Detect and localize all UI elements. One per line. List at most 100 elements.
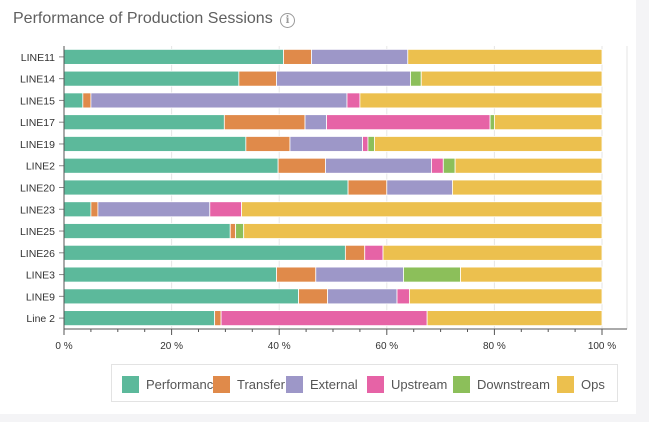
bar-segment-upstream xyxy=(364,244,384,261)
bar-segment-downstream xyxy=(235,223,245,239)
bar-segment-upstream xyxy=(431,157,444,174)
bar-segment-transfer xyxy=(277,157,326,174)
bar-segment-downstream xyxy=(410,70,422,87)
chart-title: Performance of Production Sessions xyxy=(13,10,273,27)
bar-segment-ops xyxy=(452,179,603,196)
legend-swatch xyxy=(213,375,230,393)
bar-segment-transfer xyxy=(229,223,237,239)
chart-legend: Performance Transfer External Upstream Downs… xyxy=(111,364,618,402)
x-tick-label: 20 % xyxy=(160,341,183,352)
bar-segment-transfer xyxy=(223,114,306,131)
bar-segment-upstream xyxy=(220,310,428,327)
bar-segment-transfer xyxy=(283,48,312,65)
bar-segment-upstream xyxy=(362,136,369,152)
bar-segment-transfer xyxy=(90,201,99,218)
bar-segment-external xyxy=(289,136,363,152)
x-tick-label: 100 % xyxy=(588,341,616,352)
bar-segment-performance xyxy=(63,310,216,327)
bar-segment-external xyxy=(304,114,327,131)
y-tick-label: LINE25 xyxy=(20,226,55,238)
legend-item-transfer[interactable]: Transfer xyxy=(213,375,285,393)
bar-segment-external xyxy=(90,92,348,109)
bar-segment-performance xyxy=(63,92,84,109)
bar-segment-ops xyxy=(241,201,603,218)
bar-segment-ops xyxy=(374,136,603,152)
legend-swatch xyxy=(453,375,470,393)
bar-segment-ops xyxy=(460,266,603,283)
bar-segment-ops xyxy=(382,244,603,261)
legend-label: External xyxy=(310,376,358,392)
bar-segment-external xyxy=(386,179,453,196)
y-tick-label: LINE9 xyxy=(26,291,55,303)
info-icon[interactable]: i xyxy=(280,13,295,28)
legend-swatch xyxy=(367,375,384,393)
bar-segment-transfer xyxy=(214,310,222,327)
x-tick-label: 40 % xyxy=(268,341,291,352)
bar-segment-ops xyxy=(493,114,603,131)
bar-segment-external xyxy=(327,288,398,305)
legend-label: Ops xyxy=(581,376,605,392)
legend-swatch xyxy=(286,375,303,393)
bar-segment-external xyxy=(311,48,409,65)
bar-segment-performance xyxy=(63,70,240,87)
y-tick-label: LINE19 xyxy=(20,139,55,151)
bar-segment-ops xyxy=(426,310,603,327)
bar-segment-external xyxy=(97,201,211,218)
bar-segment-downstream xyxy=(442,157,456,174)
x-tick-label: 60 % xyxy=(375,341,398,352)
bar-segment-downstream xyxy=(489,114,495,131)
legend-item-ops[interactable]: Ops xyxy=(557,375,605,393)
legend-label: Downstream xyxy=(477,376,550,392)
bar-segment-performance xyxy=(63,157,279,174)
bar-segment-transfer xyxy=(238,70,277,87)
bar-segment-external xyxy=(325,157,432,174)
bar-segment-downstream xyxy=(403,266,461,283)
bar-segment-performance xyxy=(63,223,231,239)
bar-segment-upstream xyxy=(346,92,361,109)
y-tick-label: LINE2 xyxy=(26,161,55,173)
bar-segment-transfer xyxy=(82,92,92,109)
chart-card: Performance of Production Sessions i LIN… xyxy=(0,0,636,414)
bar-segment-transfer xyxy=(245,136,291,152)
bar-segment-transfer xyxy=(276,266,317,283)
bar-segment-ops xyxy=(454,157,603,174)
legend-item-downstream[interactable]: Downstream xyxy=(453,375,550,393)
y-tick-label: LINE20 xyxy=(20,183,55,195)
bar-segment-performance xyxy=(63,244,346,261)
y-tick-label: LINE26 xyxy=(20,248,55,260)
legend-label: Upstream xyxy=(391,376,448,392)
legend-swatch xyxy=(557,375,574,393)
bar-segment-ops xyxy=(420,70,603,87)
bar-segment-performance xyxy=(63,179,349,196)
bar-segment-upstream xyxy=(209,201,242,218)
bar-segment-performance xyxy=(63,201,92,218)
bar-segment-transfer xyxy=(344,244,366,261)
bar-segment-transfer xyxy=(298,288,329,305)
bar-segment-transfer xyxy=(347,179,388,196)
bar-segment-external xyxy=(276,70,411,87)
bar-segment-upstream xyxy=(396,288,410,305)
bar-segment-ops xyxy=(243,223,603,239)
bar-segment-external xyxy=(315,266,404,283)
stacked-bar-chart: LINE11 LINE14 LINE15 LINE17 LINE19 LINE2 LINE2… xyxy=(20,46,628,352)
y-tick-label: LINE14 xyxy=(20,74,55,86)
y-tick-label: LINE3 xyxy=(26,270,55,282)
legend-item-performance[interactable]: Performance xyxy=(122,375,220,393)
bar-segment-performance xyxy=(63,48,284,65)
y-tick-label: LINE23 xyxy=(20,204,55,216)
y-tick-label: LINE11 xyxy=(21,52,55,64)
bar-segment-ops xyxy=(408,288,603,305)
bar-segment-performance xyxy=(63,136,247,152)
legend-item-upstream[interactable]: Upstream xyxy=(367,375,447,393)
legend-swatch xyxy=(122,375,139,393)
bar-segment-performance xyxy=(63,114,225,131)
bar-segment-ops xyxy=(407,48,603,65)
legend-label: Transfer xyxy=(237,376,285,392)
legend-item-external[interactable]: External xyxy=(286,375,358,393)
y-tick-label: Line 2 xyxy=(26,313,55,325)
y-tick-label: LINE15 xyxy=(20,95,55,107)
x-tick-label: 80 % xyxy=(483,341,506,352)
x-tick-label: 0 % xyxy=(55,341,72,352)
bar-segment-performance xyxy=(63,288,299,305)
bar-segment-ops xyxy=(359,92,603,109)
